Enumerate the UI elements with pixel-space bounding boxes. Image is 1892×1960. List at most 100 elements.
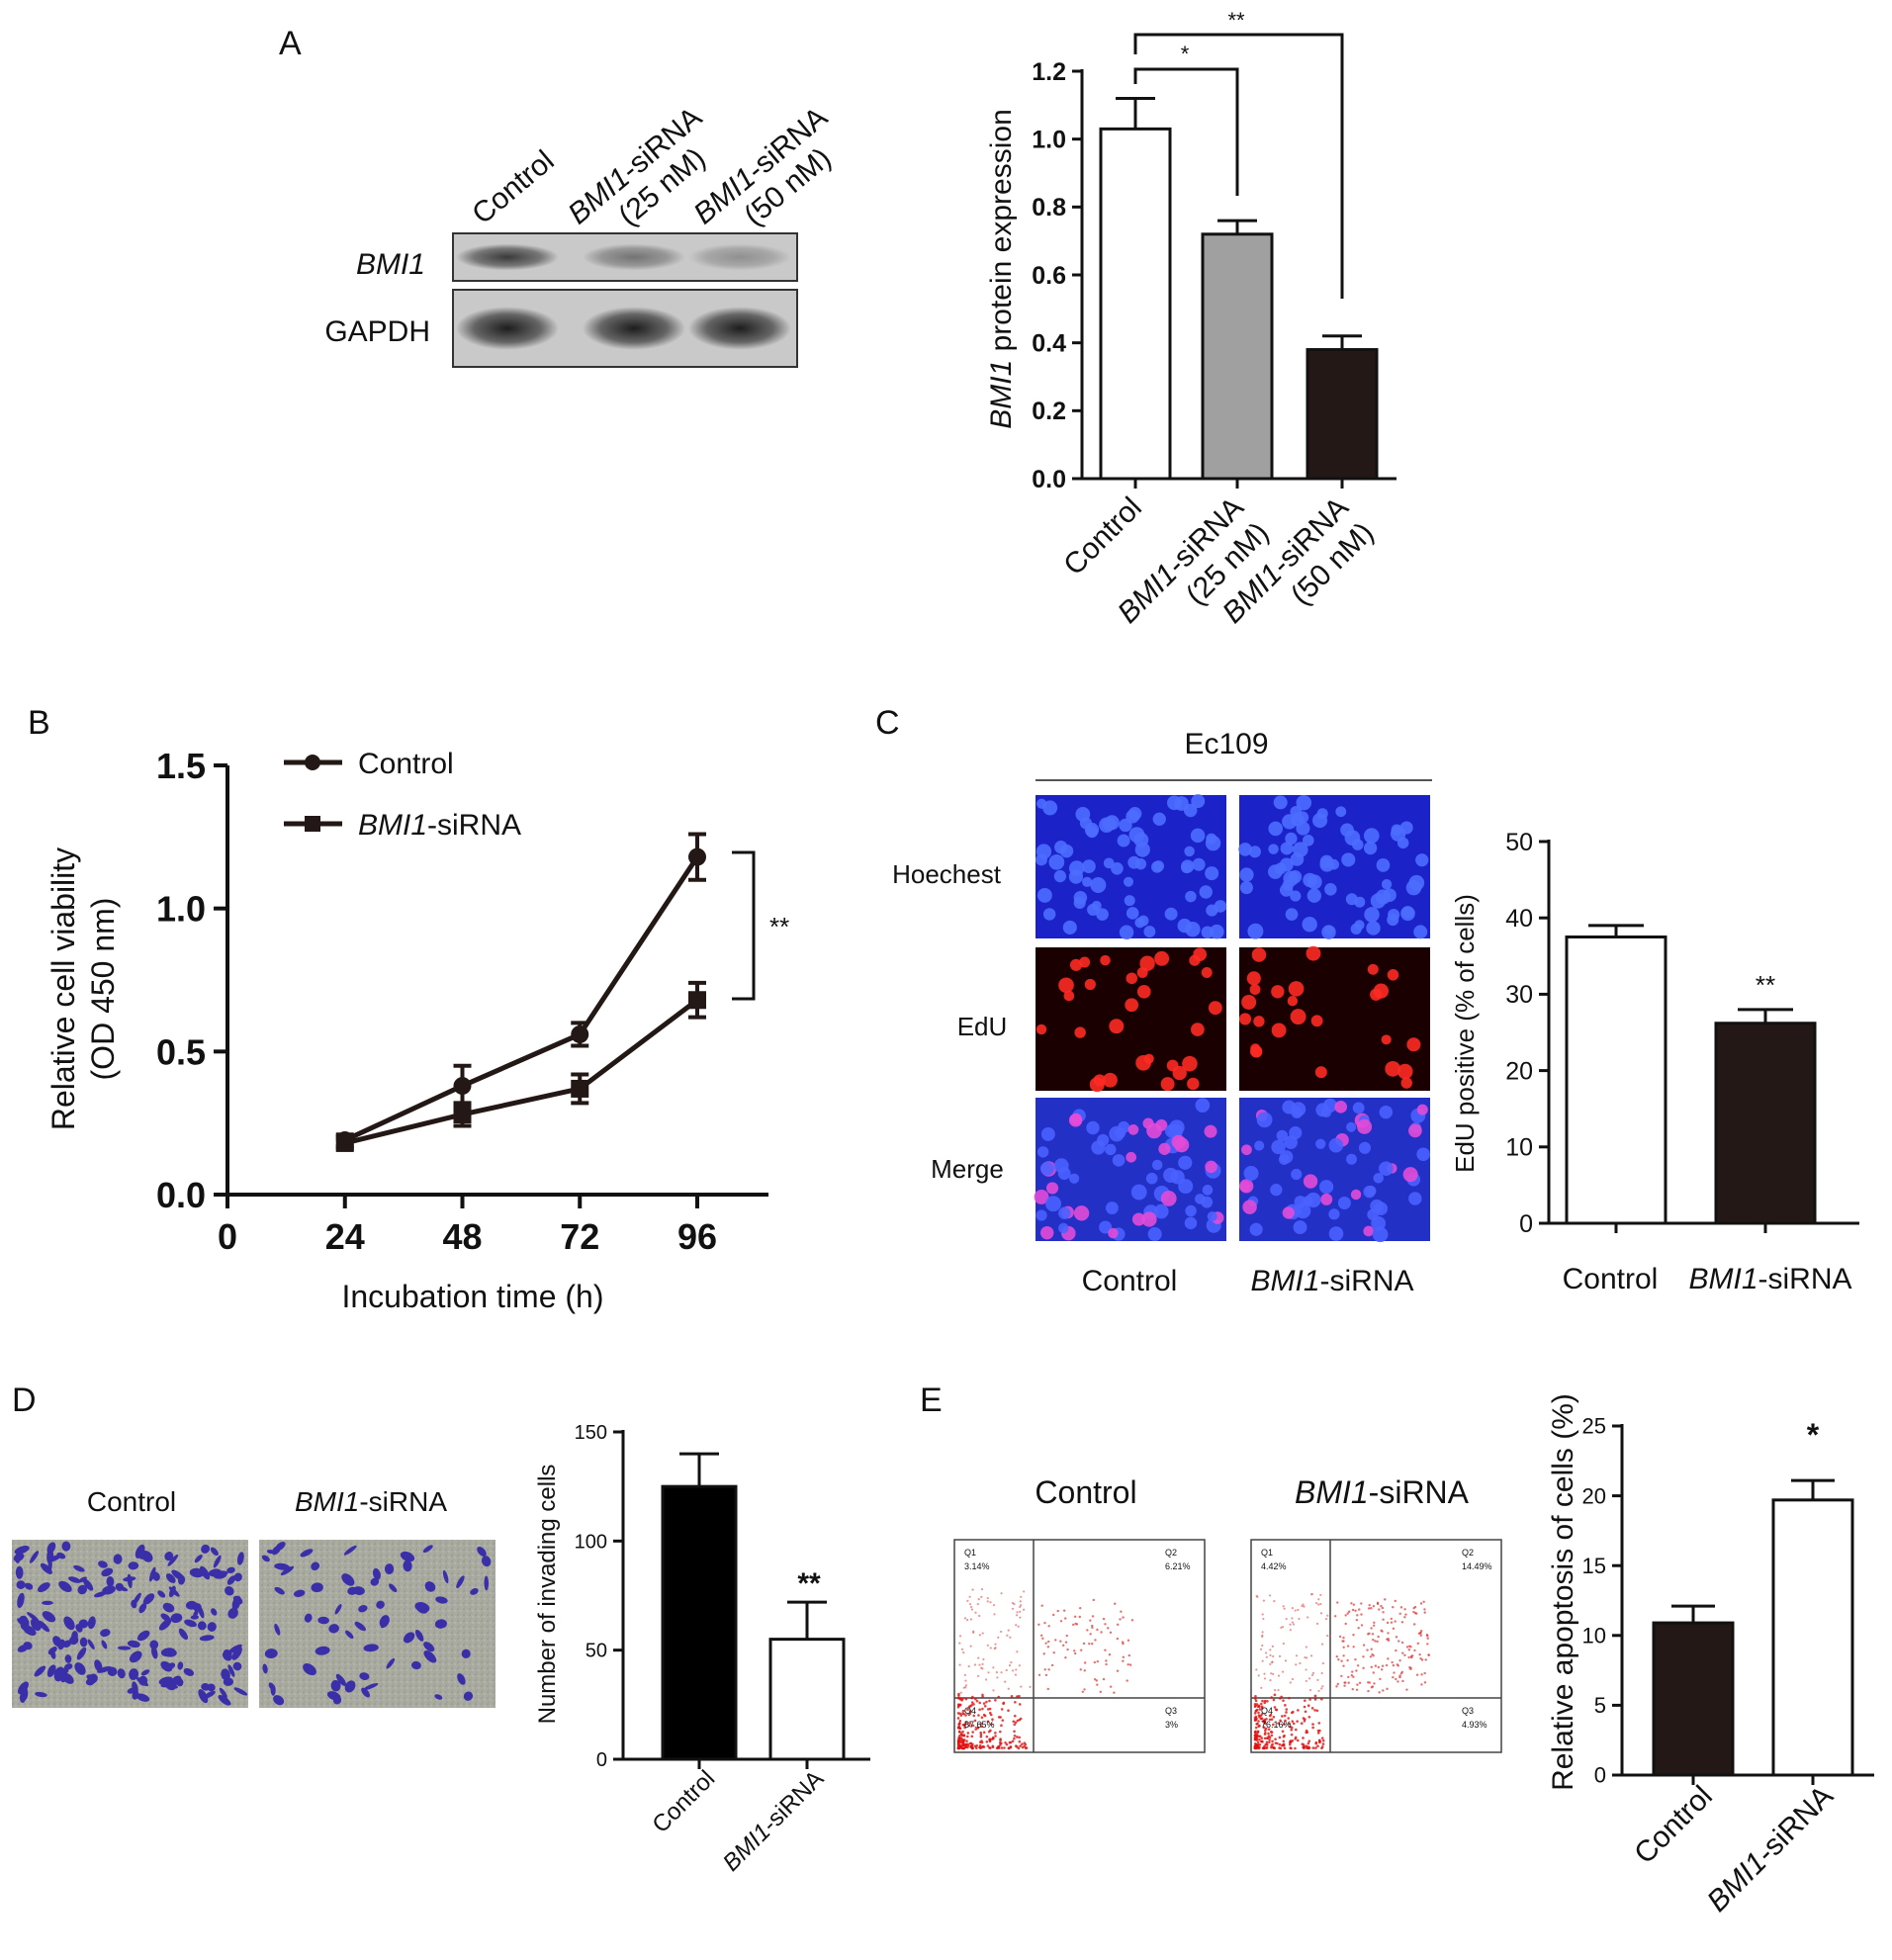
flow-event: [1292, 1722, 1296, 1726]
microscopy-cell: [1036, 844, 1052, 859]
flow-event: [976, 1602, 979, 1606]
flow-event: [1285, 1711, 1288, 1714]
microscopy-cell: [1103, 1072, 1118, 1088]
invading-cell: [403, 1559, 412, 1572]
microscopy-cell: [1268, 821, 1284, 837]
flow-event: [1254, 1697, 1257, 1701]
flow-event: [1378, 1608, 1381, 1611]
flow-event: [1114, 1602, 1117, 1605]
chart-a-y-tick-label: 0.2: [1032, 398, 1066, 425]
invading-cell: [231, 1647, 242, 1660]
microscopy-cell: [1296, 811, 1309, 824]
flow-event: [1290, 1746, 1293, 1750]
flow-event: [1122, 1655, 1126, 1658]
microscopy-cell: [1036, 887, 1052, 903]
invading-cell: [140, 1669, 150, 1676]
flow-event: [1372, 1654, 1375, 1657]
flow-event: [1304, 1718, 1306, 1721]
significance-brackets-a: [1133, 33, 1344, 299]
flow-event: [1014, 1744, 1018, 1747]
invading-cell: [135, 1693, 150, 1702]
flow-event: [1273, 1689, 1277, 1692]
flow-event: [1282, 1739, 1286, 1743]
flow-event: [958, 1734, 961, 1737]
chart-a-y-tick-label: 1.2: [1032, 58, 1066, 86]
flow-event: [973, 1663, 977, 1666]
flow-event: [1023, 1744, 1026, 1748]
flow-event: [1422, 1600, 1425, 1604]
flow-event: [1257, 1720, 1260, 1723]
invading-cell: [228, 1644, 242, 1653]
flow-event: [968, 1722, 972, 1725]
flow-event: [1373, 1682, 1376, 1685]
invading-cell: [280, 1565, 295, 1576]
flow-event: [1373, 1621, 1376, 1625]
invading-cell: [57, 1639, 65, 1650]
microscopy-cell: [1172, 1065, 1187, 1081]
flow-event: [982, 1731, 986, 1735]
chart-c-y-tick-label: 50: [1505, 829, 1533, 856]
flow-cytometry-plots: Q1 3.14% Q2 6.21% Q3 3% Q4 87.65% Q1 4.42% Q2 14.49…: [953, 1539, 1502, 1753]
invading-cell: [177, 1661, 184, 1670]
chart-b-series-line: [343, 855, 700, 1143]
flow-event: [1082, 1642, 1086, 1646]
flow-event: [1008, 1664, 1012, 1667]
flow-event: [1102, 1677, 1106, 1681]
microscopy-cell: [1086, 1120, 1100, 1135]
flow-event: [1317, 1689, 1320, 1693]
microscopy-cell: [1285, 908, 1299, 921]
flow-event: [981, 1707, 984, 1711]
chart-c-y-tick-label: 10: [1505, 1134, 1533, 1162]
microscopy-cell: [1125, 998, 1139, 1013]
flow-event: [1370, 1627, 1373, 1630]
flow-event: [1016, 1611, 1019, 1614]
flow-event: [988, 1738, 992, 1742]
microscopy-cell: [1099, 1220, 1113, 1234]
flow-event: [1366, 1648, 1369, 1651]
flow-event: [1307, 1739, 1311, 1743]
invading-cell: [87, 1616, 96, 1630]
flow-event: [976, 1674, 980, 1678]
flow-event: [1408, 1666, 1411, 1669]
flow-event: [1298, 1617, 1301, 1621]
invading-cell: [98, 1560, 108, 1568]
invading-cell: [113, 1554, 123, 1564]
invading-cell: [275, 1542, 286, 1552]
chart-b-point-sirna: [335, 1133, 354, 1152]
invading-cell: [56, 1552, 66, 1559]
microscopy-cell: [1271, 1139, 1286, 1155]
flow-event: [1326, 1614, 1329, 1617]
flow-event: [994, 1735, 997, 1737]
flow-event: [1091, 1615, 1095, 1618]
flow-event: [1289, 1740, 1293, 1743]
chart-c-y-tick-label: 40: [1505, 905, 1533, 933]
chart-e-category-label: BMI1-siRNA: [1701, 1780, 1840, 1918]
flow-event: [1387, 1632, 1390, 1635]
flow-event: [1265, 1740, 1269, 1744]
flow-event: [982, 1702, 986, 1705]
invading-cell: [19, 1693, 26, 1704]
flow-event: [996, 1745, 1000, 1749]
flow-event: [1316, 1732, 1320, 1735]
chart-b-x-tick-label: 48: [442, 1216, 482, 1257]
invading-cell: [162, 1602, 175, 1613]
flow-event: [1333, 1615, 1337, 1618]
invading-cell: [87, 1639, 95, 1649]
microscopy-cell: [1207, 1211, 1217, 1222]
microscopy-cell: [1408, 1192, 1422, 1205]
chart-b-x-tick-label: 96: [677, 1216, 717, 1257]
flow-event: [971, 1724, 975, 1728]
chart-b-series-line: [344, 998, 699, 1146]
flow-event: [1316, 1678, 1319, 1681]
flow-event: [1074, 1622, 1077, 1626]
flow-event: [1020, 1595, 1023, 1598]
microscopy-cell: [1090, 877, 1107, 893]
invading-cell: [61, 1541, 71, 1552]
flow-event: [1412, 1607, 1415, 1610]
flow-event: [1358, 1608, 1361, 1611]
flow-event: [1374, 1640, 1377, 1643]
chart-b-y-label-2: (OD 450 nm): [85, 898, 121, 1081]
microscopy-cell: [1239, 881, 1253, 895]
microscopy-cell: [1383, 888, 1396, 903]
flow-event: [974, 1728, 978, 1731]
